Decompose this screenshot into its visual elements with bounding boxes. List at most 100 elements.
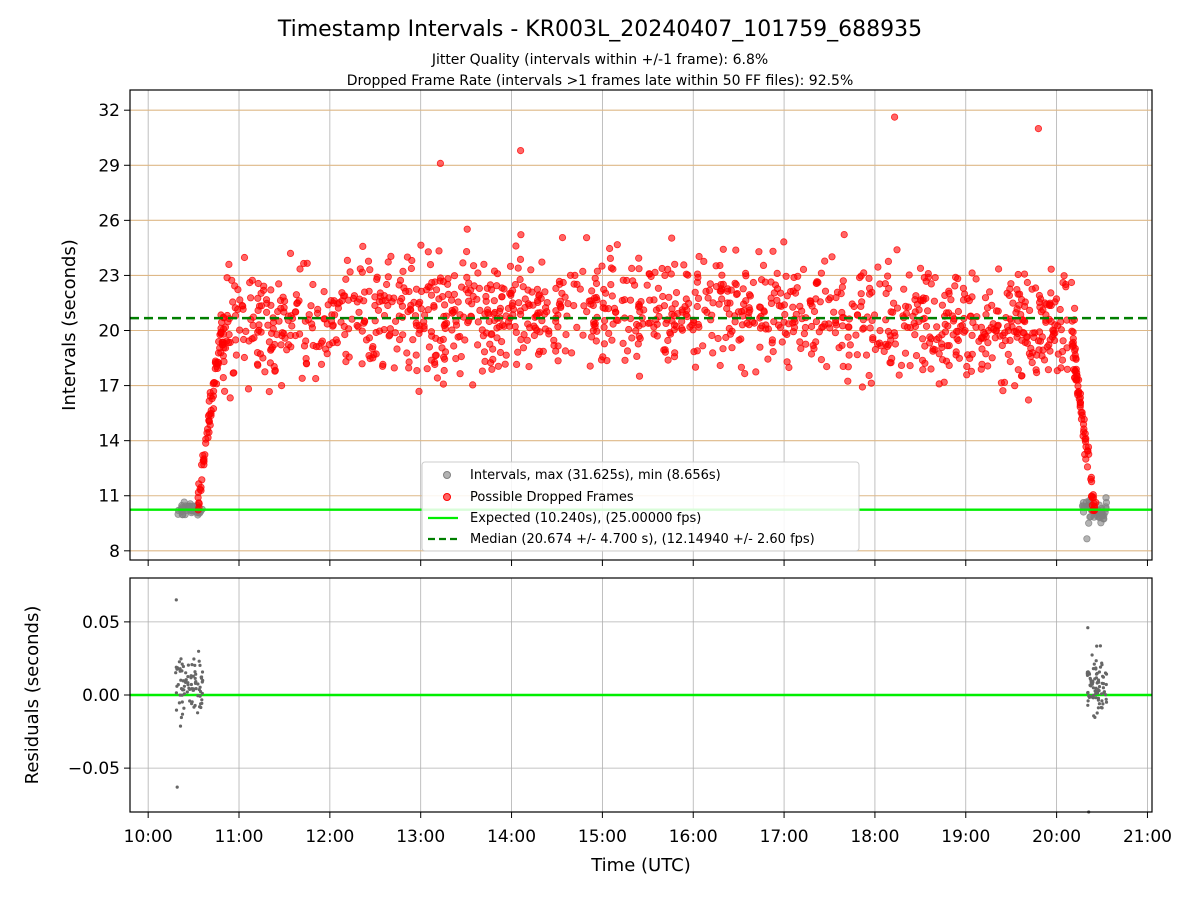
- dropped-frame-point: [977, 334, 985, 342]
- dropped-frame-point: [496, 348, 505, 357]
- dropped-frame-point: [474, 269, 482, 277]
- dropped-frame-point: [405, 364, 413, 372]
- dropped-frame-point: [517, 335, 525, 344]
- residual-point: [1101, 702, 1105, 706]
- dropped-frame-point: [512, 242, 520, 250]
- dropped-frame-point: [457, 352, 465, 361]
- dropped-frame-point: [490, 310, 498, 318]
- residual-point: [179, 715, 183, 720]
- dropped-frame-point: [520, 330, 528, 339]
- residual-point: [1098, 644, 1102, 648]
- intervals-y-tick-label: 17: [98, 377, 120, 397]
- dropped-frame-point: [668, 234, 676, 242]
- dropped-frame-point: [341, 330, 349, 339]
- dropped-frame-point: [267, 286, 275, 294]
- dropped-frame-point: [790, 323, 799, 332]
- dropped-frame-point: [981, 294, 990, 302]
- dropped-frame-point: [391, 317, 400, 325]
- dropped-frame-point: [440, 301, 449, 309]
- dropped-frame-point: [906, 361, 914, 370]
- dropped-frame-point: [505, 322, 514, 330]
- dropped-frame-point: [880, 347, 888, 355]
- dropped-frame-point: [712, 262, 720, 270]
- dropped-frame-point: [512, 360, 521, 368]
- dropped-frame-point: [359, 242, 367, 250]
- dropped-frame-point: [566, 271, 575, 279]
- dropped-frame-point: [926, 333, 934, 341]
- dropped-frame-point: [424, 248, 432, 256]
- dropped-frame-point: [427, 328, 435, 336]
- dropped-frame-point: [838, 283, 847, 291]
- dropped-frame-point: [479, 332, 487, 340]
- dropped-frame-point: [507, 291, 515, 299]
- dropped-frame-point: [935, 350, 943, 358]
- residual-point: [1086, 690, 1090, 695]
- dropped-frame-point: [292, 291, 300, 299]
- dropped-frame-point: [245, 337, 253, 345]
- dropped-frame-point: [253, 348, 262, 357]
- dropped-frame-point: [501, 360, 509, 368]
- key-interval-point: [194, 493, 202, 502]
- dropped-frame-point: [579, 267, 587, 275]
- dropped-frame-point: [957, 322, 965, 330]
- dropped-frame-point: [1028, 285, 1036, 293]
- dropped-frame-point: [1088, 478, 1096, 486]
- dropped-frame-point: [371, 293, 379, 301]
- dropped-frame-point: [783, 358, 791, 366]
- dropped-frame-point: [475, 284, 483, 292]
- legend-expected-label: Expected (10.240s), (25.00000 fps): [470, 511, 701, 526]
- dropped-frame-point: [731, 279, 739, 287]
- dropped-frame-point: [938, 343, 946, 352]
- dropped-frame-point: [781, 329, 789, 337]
- dropped-frame-point: [664, 336, 672, 345]
- dropped-frame-point: [658, 264, 666, 273]
- dropped-frame-point: [1071, 304, 1079, 312]
- dropped-frame-point: [433, 374, 441, 382]
- dropped-frame-point: [559, 278, 567, 287]
- dropped-frame-point: [1083, 463, 1092, 471]
- dropped-frame-point: [296, 265, 304, 273]
- dropped-frame-point: [277, 341, 285, 349]
- dropped-frame-point: [325, 341, 333, 349]
- residual-points: [174, 598, 1109, 814]
- dropped-frame-point: [517, 231, 525, 239]
- dropped-frame-point: [732, 246, 740, 254]
- dropped-frame-point: [695, 252, 703, 261]
- dropped-frame-point: [1036, 298, 1044, 306]
- residual-point: [191, 688, 196, 692]
- dropped-frame-point: [621, 356, 629, 364]
- dropped-frame-point: [853, 311, 862, 319]
- dropped-frame-point: [257, 328, 265, 336]
- dropped-frame-point: [461, 336, 469, 344]
- dropped-frame-point: [862, 351, 871, 359]
- residuals-x-ticks: 10:00 11:00 12:00 13:00 14:00 15:00 16:00 17:00…: [124, 812, 1172, 847]
- residual-point: [1086, 703, 1090, 707]
- residual-point: [1098, 665, 1103, 669]
- dropped-frame-point: [266, 359, 274, 367]
- dropped-frame-point: [515, 299, 523, 307]
- residual-extreme-point: [1086, 626, 1090, 630]
- dropped-frame-point: [916, 264, 925, 272]
- dropped-frame-point: [901, 349, 910, 357]
- residual-point: [193, 681, 198, 686]
- dropped-frame-point: [420, 325, 428, 333]
- dropped-frame-point: [1014, 270, 1022, 279]
- dropped-frame-point: [435, 247, 443, 255]
- dropped-frame-point: [812, 317, 821, 326]
- dropped-frame-point: [1069, 334, 1077, 343]
- dropped-frame-point: [932, 335, 941, 344]
- dropped-frame-point: [320, 287, 328, 296]
- dropped-frame-point: [247, 294, 255, 302]
- dropped-frame-point: [884, 257, 893, 265]
- dropped-frame-point: [844, 377, 852, 385]
- residual-point: [179, 678, 183, 682]
- dropped-frame-point: [905, 271, 913, 279]
- dropped-frame-point: [278, 329, 286, 337]
- dropped-frame-point: [236, 326, 244, 334]
- dropped-frame-point: [845, 323, 853, 331]
- dropped-frame-point: [623, 347, 632, 355]
- dropped-frame-point: [968, 331, 976, 339]
- dropped-frame-point: [1019, 316, 1027, 324]
- residual-point: [176, 683, 180, 687]
- dropped-frame-point: [718, 271, 726, 279]
